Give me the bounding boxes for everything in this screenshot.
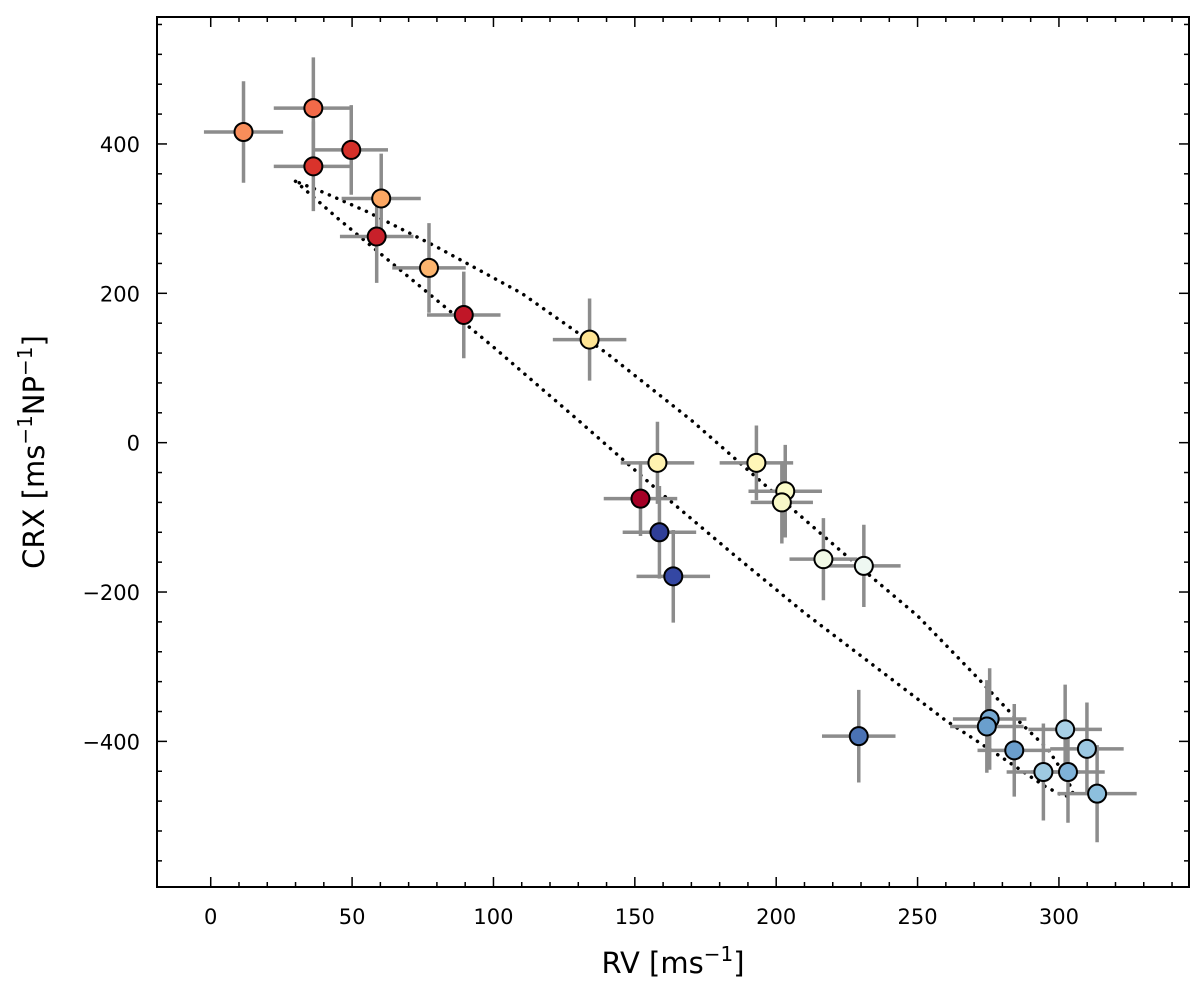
x-tick-label-50: 50 — [339, 905, 366, 929]
data-point-25 — [1076, 738, 1097, 759]
x-tick-label-0: 0 — [204, 905, 217, 929]
x-tick-label-200: 200 — [756, 905, 796, 929]
y-tick-label-0: 0 — [127, 432, 140, 456]
data-point-1 — [303, 98, 324, 119]
data-point-layer — [233, 98, 1108, 804]
x-axis-label-exponent: −1 — [704, 942, 733, 966]
data-point-5 — [366, 226, 387, 247]
data-point-24 — [1057, 761, 1078, 782]
y-tick-label--400: −400 — [82, 730, 140, 754]
y-axis-label-close: ] — [17, 335, 51, 346]
data-point-2 — [303, 156, 324, 177]
data-point-26 — [1087, 783, 1108, 804]
data-point-18 — [848, 726, 869, 747]
x-axis-label: RV [ms−1] — [601, 942, 744, 980]
y-axis-label-main: CRX [ms — [17, 445, 51, 569]
y-axis-label-np: NP — [17, 376, 51, 415]
data-point-12 — [663, 566, 684, 587]
data-point-16 — [813, 549, 834, 570]
data-point-11 — [649, 522, 670, 543]
y-tick-label--200: −200 — [82, 581, 140, 605]
x-tick-label-100: 100 — [473, 905, 513, 929]
data-point-15 — [771, 492, 792, 513]
data-point-3 — [341, 139, 362, 160]
data-point-23 — [1055, 719, 1076, 740]
model-curve — [293, 179, 1075, 799]
data-point-8 — [579, 329, 600, 350]
x-tick-label-300: 300 — [1039, 905, 1079, 929]
x-tick-labels: 0 50 100 150 200 250 300 — [204, 905, 1079, 929]
x-tick-label-250: 250 — [898, 905, 938, 929]
y-axis-label-exponent-2: −1 — [13, 347, 37, 376]
model-curve-layer — [293, 179, 1075, 799]
x-axis-label-main: RV [ms — [601, 946, 703, 980]
data-point-0 — [233, 122, 254, 143]
y-axis-label-exponent-1: −1 — [13, 415, 37, 444]
data-point-17 — [853, 555, 874, 576]
y-tick-labels: −400 −200 0 200 400 — [82, 133, 140, 754]
plot-frame — [156, 16, 1190, 888]
y-tick-label-400: 400 — [100, 133, 140, 157]
y-tick-label-200: 200 — [100, 282, 140, 306]
data-point-21 — [1004, 740, 1025, 761]
data-point-6 — [418, 257, 439, 278]
data-point-13 — [746, 452, 767, 473]
axis-ticks — [157, 17, 1189, 887]
data-point-22 — [1033, 761, 1054, 782]
data-point-10 — [630, 488, 651, 509]
data-point-20 — [976, 716, 997, 737]
data-point-7 — [453, 304, 474, 325]
data-point-9 — [647, 452, 668, 473]
y-axis-label: CRX [ms−1NP−1] — [13, 335, 51, 569]
data-point-4 — [371, 188, 392, 209]
x-tick-label-150: 150 — [615, 905, 655, 929]
x-axis-label-close: ] — [733, 946, 744, 980]
